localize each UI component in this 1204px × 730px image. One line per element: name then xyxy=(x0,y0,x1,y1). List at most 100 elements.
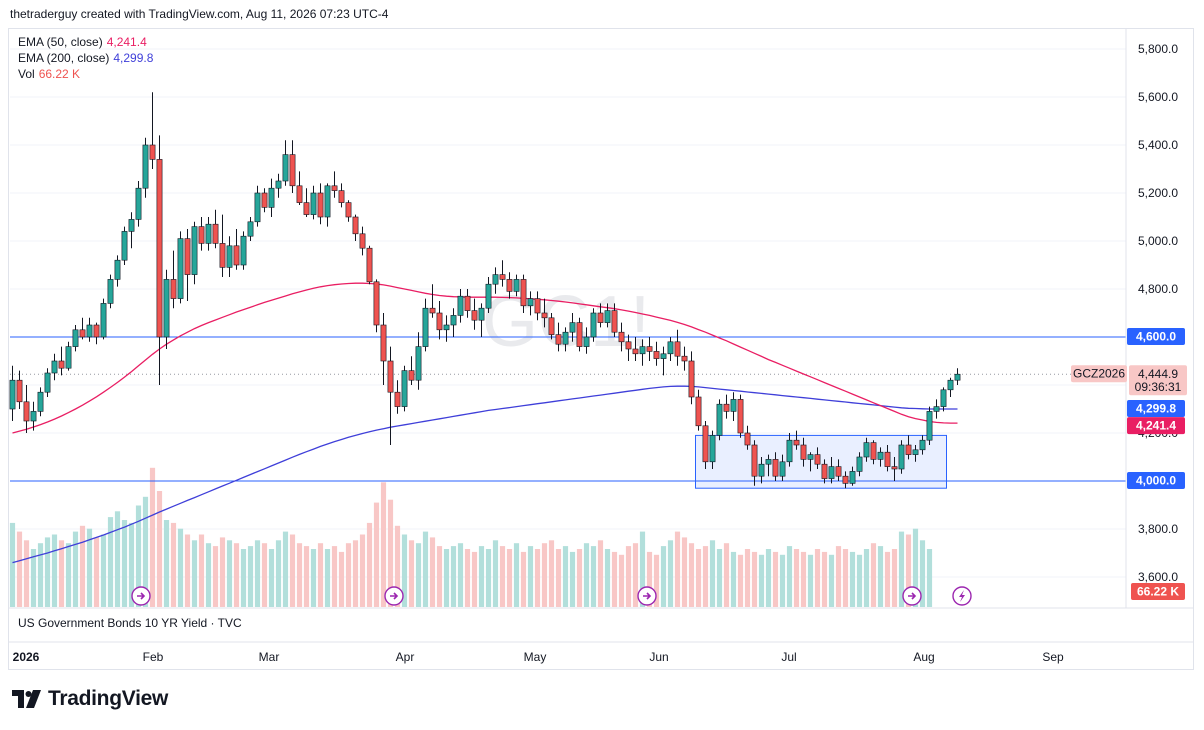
candle-body[interactable] xyxy=(408,370,415,381)
candle-body[interactable] xyxy=(919,439,926,451)
legend-ema200[interactable]: EMA (200, close) 4,299.8 xyxy=(18,50,153,66)
arrow-event-icon[interactable] xyxy=(131,586,151,606)
candle-body[interactable] xyxy=(891,466,898,470)
candle-body[interactable] xyxy=(65,346,72,369)
candle-body[interactable] xyxy=(359,233,366,249)
candle-body[interactable] xyxy=(674,341,681,357)
candle-body[interactable] xyxy=(247,221,254,237)
candle-body[interactable] xyxy=(555,334,562,345)
candle-body[interactable] xyxy=(667,341,674,355)
candle-body[interactable] xyxy=(261,192,268,208)
candle-body[interactable] xyxy=(184,238,191,275)
candle-body[interactable] xyxy=(695,396,702,427)
candle-body[interactable] xyxy=(835,466,842,477)
candle-body[interactable] xyxy=(905,444,912,455)
candle-body[interactable] xyxy=(807,454,814,460)
candle-body[interactable] xyxy=(604,310,611,323)
candle-body[interactable] xyxy=(401,370,408,407)
candle-body[interactable] xyxy=(128,219,135,232)
candle-body[interactable] xyxy=(93,324,100,338)
candle-body[interactable] xyxy=(303,202,310,215)
candle-body[interactable] xyxy=(877,451,884,460)
candle-body[interactable] xyxy=(338,190,345,203)
candle-body[interactable] xyxy=(569,322,576,333)
candle-body[interactable] xyxy=(562,331,569,345)
candle-body[interactable] xyxy=(541,312,548,319)
label-ema50[interactable]: 4,241.4 xyxy=(1127,417,1185,435)
candle-body[interactable] xyxy=(156,159,163,338)
candle-body[interactable] xyxy=(58,360,65,369)
candle-body[interactable] xyxy=(198,226,205,244)
candle-body[interactable] xyxy=(72,329,79,347)
candle-body[interactable] xyxy=(499,274,506,280)
candle-body[interactable] xyxy=(751,444,758,477)
candle-body[interactable] xyxy=(219,243,226,268)
ema200-line[interactable] xyxy=(12,385,958,564)
candle-body[interactable] xyxy=(583,336,590,347)
candle-body[interactable] xyxy=(730,399,737,412)
candle-body[interactable] xyxy=(828,466,835,479)
label-4600[interactable]: 4,600.0 xyxy=(1127,328,1185,345)
candle-body[interactable] xyxy=(177,238,184,299)
lightning-icon[interactable] xyxy=(952,586,972,606)
candle-body[interactable] xyxy=(737,399,744,434)
candle-body[interactable] xyxy=(947,379,954,391)
candle-body[interactable] xyxy=(114,259,121,280)
candle-body[interactable] xyxy=(23,401,30,422)
arrow-event-icon[interactable] xyxy=(637,586,657,606)
consolidation-box[interactable] xyxy=(695,434,947,489)
candle-body[interactable] xyxy=(135,187,142,220)
candle-body[interactable] xyxy=(296,185,303,203)
candle-body[interactable] xyxy=(611,310,618,333)
candle-body[interactable] xyxy=(457,295,464,316)
candle-body[interactable] xyxy=(772,459,779,477)
candle-body[interactable] xyxy=(520,279,527,307)
candle-body[interactable] xyxy=(205,223,212,244)
candle-body[interactable] xyxy=(240,235,247,266)
candle-body[interactable] xyxy=(51,360,58,374)
candle-body[interactable] xyxy=(744,432,751,446)
candle-body[interactable] xyxy=(366,247,373,283)
candle-body[interactable] xyxy=(415,346,422,381)
candle-body[interactable] xyxy=(107,279,114,304)
candle-body[interactable] xyxy=(16,379,23,403)
candle-body[interactable] xyxy=(478,307,485,321)
candle-body[interactable] xyxy=(191,226,198,275)
candle-body[interactable] xyxy=(331,185,338,191)
candle-body[interactable] xyxy=(800,444,807,460)
candle-body[interactable] xyxy=(163,279,170,338)
candle-body[interactable] xyxy=(170,279,177,299)
candle-body[interactable] xyxy=(212,223,219,244)
candle-body[interactable] xyxy=(779,461,786,477)
candle-body[interactable] xyxy=(352,216,359,235)
candle-body[interactable] xyxy=(856,456,863,472)
candle-body[interactable] xyxy=(723,403,730,412)
candle-body[interactable] xyxy=(814,454,821,465)
candle-body[interactable] xyxy=(625,341,632,350)
candle-body[interactable] xyxy=(471,310,478,321)
candle-body[interactable] xyxy=(513,279,520,292)
candle-body[interactable] xyxy=(548,317,555,335)
candle-body[interactable] xyxy=(450,315,457,326)
candle-body[interactable] xyxy=(590,312,597,338)
candle-body[interactable] xyxy=(940,389,947,407)
candle-body[interactable] xyxy=(527,298,534,307)
candle-body[interactable] xyxy=(443,324,450,331)
candle-body[interactable] xyxy=(646,346,653,352)
candle-body[interactable] xyxy=(653,351,660,359)
candle-body[interactable] xyxy=(345,202,352,218)
candle-body[interactable] xyxy=(688,360,695,398)
candle-body[interactable] xyxy=(786,439,793,463)
candle-body[interactable] xyxy=(842,475,849,484)
candle-body[interactable] xyxy=(765,459,772,465)
candle-body[interactable] xyxy=(716,403,723,436)
candle-body[interactable] xyxy=(9,379,16,410)
label-ema200[interactable]: 4,299.8 xyxy=(1127,400,1185,418)
candle-body[interactable] xyxy=(79,329,86,338)
candle-body[interactable] xyxy=(310,192,317,215)
candle-body[interactable] xyxy=(954,373,961,381)
candle-body[interactable] xyxy=(870,442,877,460)
candle-body[interactable] xyxy=(436,312,443,331)
candle-body[interactable] xyxy=(275,180,282,189)
